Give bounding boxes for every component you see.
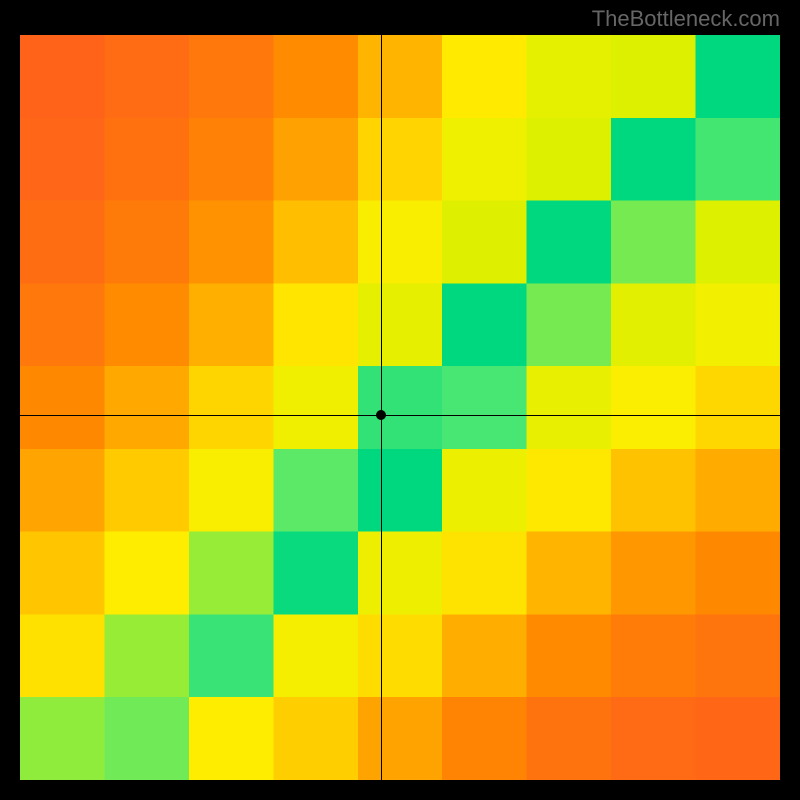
crosshair-horizontal (20, 415, 780, 416)
watermark-text: TheBottleneck.com (592, 6, 780, 32)
crosshair-vertical (381, 35, 382, 780)
marker-dot (376, 410, 386, 420)
plot-area (20, 35, 780, 780)
chart-container: TheBottleneck.com (0, 0, 800, 800)
heatmap-canvas (20, 35, 780, 780)
